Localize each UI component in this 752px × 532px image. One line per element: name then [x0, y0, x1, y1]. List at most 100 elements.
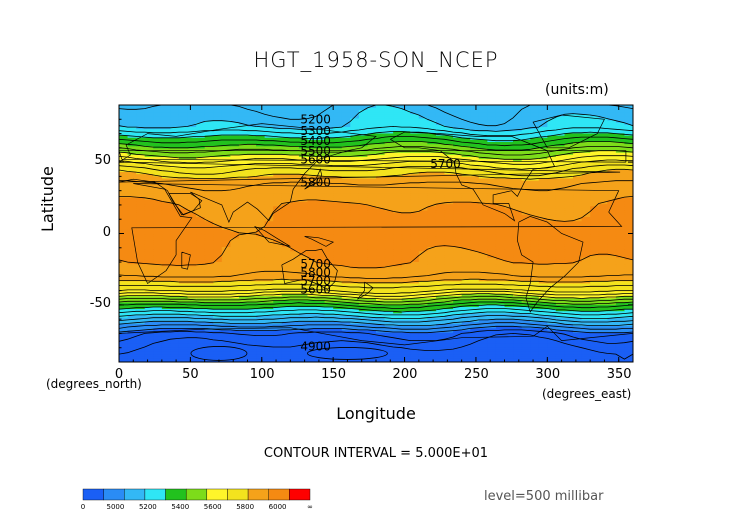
band-cell [144, 282, 154, 286]
band-cell [350, 231, 360, 235]
band-cell [495, 267, 506, 271]
band-cell [615, 351, 626, 355]
band-cell [144, 216, 154, 220]
band-cell [461, 347, 471, 350]
band-cell [598, 310, 608, 314]
band-cell [238, 353, 249, 357]
band-cell [538, 299, 548, 303]
band-cell [444, 188, 454, 192]
band-cell [221, 319, 231, 322]
band-cell [153, 276, 163, 280]
band-cell [290, 267, 300, 271]
band-cell [435, 188, 446, 192]
band-cell [264, 194, 274, 198]
band-cell [127, 332, 137, 335]
band-cell [324, 314, 334, 318]
band-cell [341, 319, 351, 322]
band-cell [478, 192, 488, 196]
band-cell [444, 287, 454, 290]
band-cell [581, 222, 591, 226]
band-cell [461, 237, 471, 241]
band-cell [376, 312, 386, 316]
band-cell [555, 220, 566, 224]
band-cell [607, 207, 617, 211]
band-cell [221, 259, 231, 262]
band-cell [487, 229, 497, 232]
band-cell [119, 344, 129, 348]
band-cell [333, 342, 343, 346]
band-cell [598, 314, 608, 318]
band-cell [187, 353, 197, 357]
band-cell [358, 246, 369, 250]
band-cell [307, 224, 317, 228]
band-cell [521, 216, 531, 220]
band-cell [350, 344, 360, 348]
band-cell [393, 194, 403, 198]
band-cell [581, 321, 591, 325]
band-cell [307, 325, 317, 329]
band-cell [547, 261, 557, 265]
band-cell [316, 257, 326, 260]
band-cell [247, 282, 257, 286]
band-cell [333, 274, 343, 277]
band-cell [178, 207, 189, 211]
band-cell [487, 203, 497, 207]
band-cell [213, 192, 223, 196]
band-cell [513, 222, 523, 226]
band-cell [461, 321, 471, 325]
band-cell [136, 233, 146, 237]
band-cell [615, 261, 626, 265]
band-cell [564, 233, 574, 237]
band-cell [238, 272, 249, 275]
band-cell [461, 344, 471, 348]
band-cell [170, 231, 180, 235]
band-cell [119, 239, 129, 243]
band-cell [470, 248, 480, 252]
band-cell [487, 293, 497, 297]
band-cell [324, 235, 334, 239]
band-cell [470, 349, 480, 352]
band-cell [298, 349, 309, 352]
band-cell [281, 194, 291, 198]
band-cell [495, 308, 506, 312]
band-cell [478, 263, 488, 267]
band-cell [607, 323, 617, 327]
band-cell [196, 231, 206, 235]
band-cell [547, 254, 557, 258]
band-cell [358, 259, 369, 262]
band-cell [221, 209, 231, 213]
band-cell [418, 248, 428, 252]
band-cell [410, 190, 420, 194]
band-cell [487, 351, 497, 355]
band-cell [384, 291, 394, 295]
band-cell [178, 229, 189, 232]
band-cell [367, 308, 377, 312]
band-cell [153, 218, 163, 222]
band-cell [307, 197, 317, 200]
band-cell [461, 205, 471, 209]
band-cell [470, 218, 480, 222]
band-cell [324, 342, 334, 346]
band-cell [410, 347, 420, 350]
band-cell [573, 319, 583, 322]
band-cell [495, 192, 506, 196]
band-cell [384, 239, 394, 243]
band-cell [341, 263, 351, 267]
band-cell [521, 222, 531, 226]
band-cell [290, 207, 300, 211]
band-cell [376, 188, 386, 192]
band-cell [178, 197, 189, 200]
band-cell [316, 278, 326, 282]
band-cell [598, 291, 608, 295]
band-cell [298, 287, 309, 290]
band-cell [478, 261, 488, 265]
band-cell [521, 282, 531, 286]
band-cell [418, 220, 428, 224]
band-cell [221, 308, 231, 312]
band-cell [238, 306, 249, 310]
band-cell [264, 329, 274, 333]
band-cell [290, 304, 300, 307]
band-cell [393, 323, 403, 327]
band-cell [487, 334, 497, 337]
